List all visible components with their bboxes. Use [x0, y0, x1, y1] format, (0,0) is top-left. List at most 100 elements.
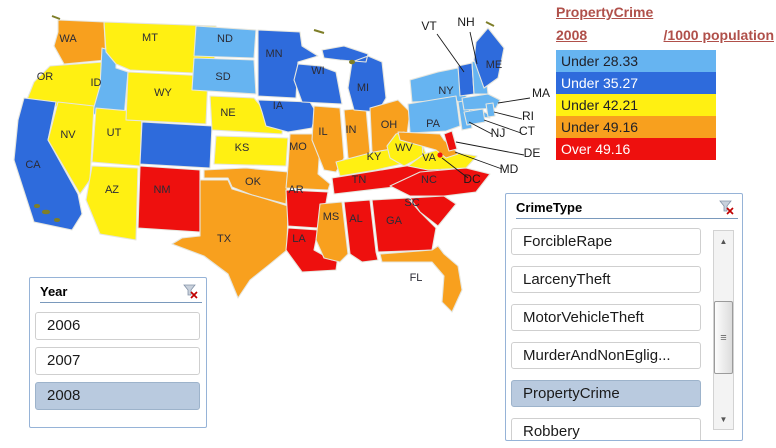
state-ma[interactable] — [461, 93, 501, 111]
crimetype-slicer-title: CrimeType — [516, 200, 583, 215]
crimetype-slicer: CrimeType ForcibleRape LarcenyTheft Moto… — [505, 193, 743, 441]
state-al[interactable] — [343, 199, 379, 263]
state-label-la: LA — [292, 233, 306, 245]
crimetype-item-murderandnonegligent[interactable]: MurderAndNonEglig... — [511, 342, 701, 369]
callout-line-vt — [436, 33, 465, 73]
state-label-me: ME — [486, 59, 503, 71]
coast-decorations — [34, 15, 495, 222]
state-sd[interactable] — [191, 57, 257, 95]
legend-band-label: Under 42.21 — [561, 97, 639, 113]
callout-label-vt: VT — [421, 19, 437, 33]
state-az[interactable] — [85, 165, 139, 241]
state-ms[interactable] — [315, 201, 349, 263]
state-wy[interactable] — [125, 71, 209, 125]
state-label-sc: SC — [404, 197, 419, 209]
year-slicer-items: 2006 2007 2008 — [30, 303, 206, 410]
state-label-ky: KY — [367, 151, 382, 163]
state-mt[interactable] — [103, 21, 217, 75]
state-label-or: OR — [37, 71, 54, 83]
state-ga[interactable] — [371, 197, 437, 253]
state-label-ia: IA — [273, 100, 284, 112]
state-label-in: IN — [346, 124, 357, 136]
state-label-ut: UT — [107, 127, 122, 139]
crimetype-item-larcenytheft[interactable]: LarcenyTheft — [511, 266, 701, 293]
state-ct[interactable] — [463, 108, 486, 126]
scrollbar-thumb[interactable]: ≡ — [714, 301, 733, 374]
state-nm[interactable] — [137, 165, 201, 233]
state-label-ok: OK — [245, 176, 262, 188]
state-sc[interactable] — [409, 195, 457, 227]
crimetype-item-propertycrime[interactable]: PropertyCrime — [511, 380, 701, 407]
legend-title: PropertyCrime — [556, 4, 654, 20]
crimetype-item-forciblerape[interactable]: ForcibleRape — [511, 228, 701, 255]
state-de[interactable] — [443, 130, 458, 152]
crimetype-scrollbar[interactable]: ▲ ≡ ▼ — [713, 230, 734, 430]
callout-line-ma — [497, 97, 531, 104]
state-label-mt: MT — [142, 32, 158, 44]
state-pa[interactable] — [407, 95, 461, 134]
slicer-divider — [516, 218, 738, 219]
scroll-up-icon[interactable]: ▲ — [719, 236, 728, 246]
state-wi[interactable] — [293, 63, 343, 105]
callout-label-nj: NJ — [491, 126, 506, 140]
crimetype-slicer-header: CrimeType — [506, 194, 742, 218]
legend-band-label: Under 28.33 — [561, 53, 639, 69]
state-label-ar: AR — [288, 184, 303, 196]
state-mn[interactable] — [257, 29, 319, 99]
state-nd[interactable] — [193, 25, 257, 59]
state-fl[interactable] — [379, 245, 463, 313]
year-item-2008[interactable]: 2008 — [35, 382, 200, 410]
callouts-layer: VT NH MA RI CT NJ DE MD DC — [421, 15, 550, 186]
state-ia[interactable] — [257, 99, 317, 133]
year-item-2007[interactable]: 2007 — [35, 347, 200, 375]
state-me[interactable] — [473, 27, 505, 89]
state-ca[interactable] — [13, 97, 83, 231]
state-label-ks: KS — [235, 142, 250, 154]
state-ri[interactable] — [485, 102, 496, 118]
callout-line-nj — [468, 121, 493, 135]
clear-filter-icon[interactable] — [183, 284, 199, 299]
state-label-tx: TX — [217, 233, 232, 245]
state-vt[interactable] — [457, 62, 475, 97]
callout-line-de — [455, 141, 525, 156]
callout-line-nh — [469, 31, 478, 65]
state-ks[interactable] — [213, 135, 289, 167]
legend-band-label: Under 49.16 — [561, 119, 639, 135]
state-label-ny: NY — [438, 85, 454, 97]
state-label-nm: NM — [153, 184, 170, 196]
callout-line-ct — [483, 119, 522, 134]
clear-filter-icon[interactable] — [719, 200, 735, 215]
callout-label-ma: MA — [532, 86, 550, 100]
state-label-az: AZ — [105, 184, 119, 196]
legend-subtitle: 2008 /1000 population — [556, 27, 774, 43]
state-labels-layer: WA OR CA ID NV UT AZ MT WY NM ND SD NE K… — [25, 32, 502, 284]
crimetype-item-robbery[interactable]: Robbery — [511, 418, 701, 440]
legend-band: Under 42.21 — [556, 94, 716, 116]
callout-line-ri — [493, 111, 523, 120]
state-il[interactable] — [311, 105, 345, 173]
state-md[interactable] — [397, 131, 459, 159]
state-label-wy: WY — [154, 87, 172, 99]
state-nc[interactable] — [389, 167, 491, 197]
state-dc[interactable] — [437, 152, 443, 158]
legend-rows: Under 28.33 Under 35.27 Under 42.21 Unde… — [556, 50, 716, 160]
legend-unit: /1000 population — [663, 27, 774, 43]
state-label-wv: WV — [395, 142, 413, 154]
state-label-ca: CA — [25, 159, 41, 171]
state-tx[interactable] — [171, 179, 289, 299]
legend-band: Over 49.16 — [556, 138, 716, 160]
year-slicer-header: Year — [30, 278, 206, 302]
crimetype-item-motorvehicletheft[interactable]: MotorVehicleTheft — [511, 304, 701, 331]
legend-band: Under 49.16 — [556, 116, 716, 138]
callout-label-nh: NH — [457, 15, 474, 29]
state-co[interactable] — [139, 121, 213, 169]
legend-band-label: Under 35.27 — [561, 75, 639, 91]
callout-label-md: MD — [500, 162, 519, 176]
callout-line-md — [454, 151, 503, 170]
legend-year: 2008 — [556, 27, 588, 43]
state-label-il: IL — [318, 126, 327, 138]
state-nv[interactable] — [47, 101, 95, 195]
scroll-down-icon[interactable]: ▼ — [719, 414, 728, 424]
year-item-2006[interactable]: 2006 — [35, 312, 200, 340]
crimetype-slicer-items: ForcibleRape LarcenyTheft MotorVehicleTh… — [506, 219, 742, 440]
